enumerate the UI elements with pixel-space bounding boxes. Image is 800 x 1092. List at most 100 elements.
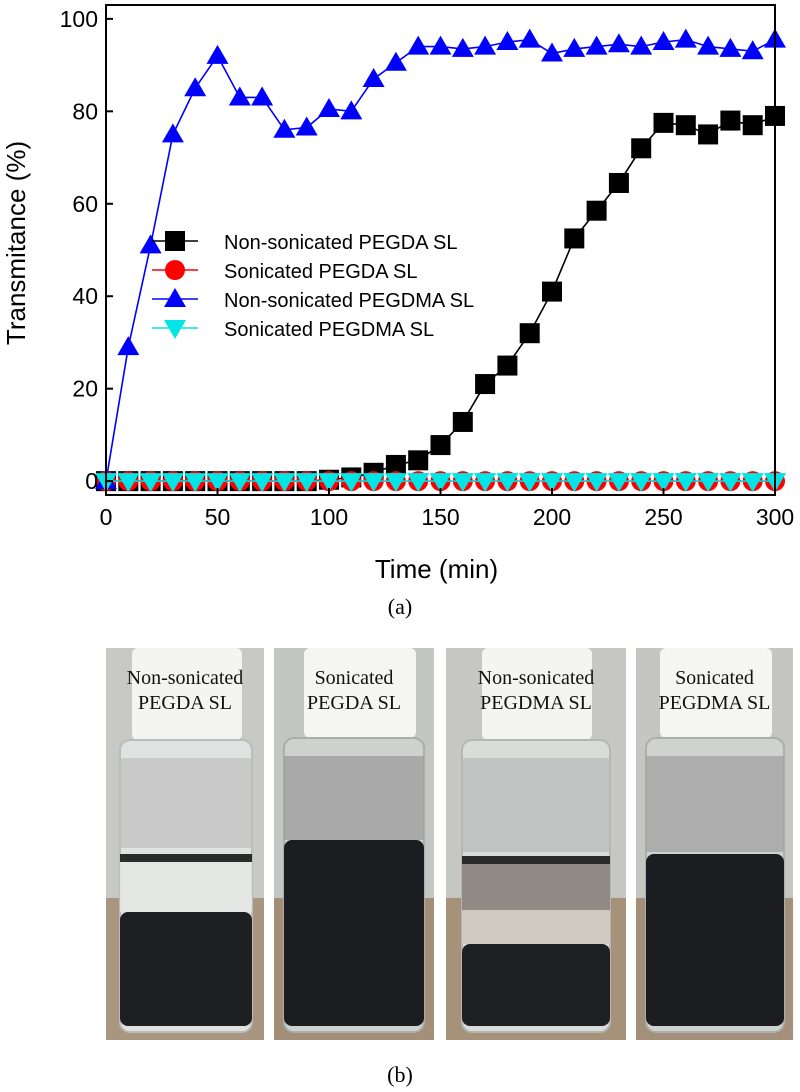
vial-photo-non-sonicated-pegdma: Non-sonicated PEGDMA SL — [446, 648, 626, 1040]
data-point-s0-29 — [742, 115, 763, 136]
y-tick-label-5: 100 — [60, 6, 98, 32]
data-point-s3-5 — [206, 473, 229, 493]
data-point-s0-24 — [631, 138, 652, 159]
data-point-s3-23 — [607, 473, 630, 493]
x-tick-label-6: 300 — [756, 504, 794, 530]
legend-marker-2 — [164, 288, 186, 307]
data-point-s3-14 — [407, 473, 430, 493]
data-point-s0-16 — [452, 411, 473, 432]
caption-a: (a) — [387, 594, 413, 619]
data-point-s2-9 — [295, 116, 318, 136]
y-tick-label-3: 60 — [72, 191, 98, 217]
data-point-s0-25 — [653, 112, 674, 133]
data-point-s0-19 — [519, 323, 540, 344]
data-point-s2-22 — [585, 35, 608, 55]
vial-label-line2: PEGDA SL — [307, 692, 401, 714]
x-tick-label-3: 150 — [421, 504, 459, 530]
data-point-s2-15 — [429, 35, 452, 55]
data-point-s2-2 — [139, 234, 162, 254]
vial-label: Sonicated PEGDA SL — [274, 666, 434, 716]
x-tick-label-5: 250 — [644, 504, 682, 530]
data-point-s2-12 — [362, 67, 385, 87]
data-point-s3-13 — [384, 473, 407, 493]
vial-picture — [274, 648, 434, 1040]
data-point-s3-29 — [741, 473, 764, 493]
data-point-s0-14 — [408, 450, 429, 471]
vial-label-line1: Non-sonicated — [126, 667, 244, 689]
data-point-s2-7 — [251, 86, 274, 106]
data-point-s3-21 — [563, 473, 586, 493]
data-point-s2-28 — [719, 37, 742, 57]
data-point-s2-17 — [474, 35, 497, 55]
y-tick-label-0: 0 — [85, 468, 98, 494]
data-point-s0-23 — [608, 172, 629, 193]
data-point-s2-23 — [607, 33, 630, 53]
data-point-s0-21 — [564, 228, 585, 249]
y-tick-label-4: 80 — [72, 98, 98, 124]
legend-label-3: Sonicated PEGDMA SL — [224, 319, 434, 341]
data-point-s3-9 — [295, 473, 318, 493]
data-point-s3-25 — [652, 473, 675, 493]
data-point-s2-25 — [652, 30, 675, 50]
data-point-s0-26 — [675, 115, 696, 136]
vial-picture — [636, 648, 793, 1040]
transmittance-chart: 0 50 100 150 200 250 300 0 20 40 60 80 100 Time (min)… — [1, 4, 794, 584]
data-point-s0-18 — [497, 355, 518, 376]
vial-label-line1: Sonicated — [314, 667, 394, 689]
data-point-s2-16 — [451, 37, 474, 57]
vial-photo-sonicated-pegda: Sonicated PEGDA SL — [274, 648, 434, 1040]
vial-label-line1: Sonicated — [675, 667, 754, 689]
data-point-s2-18 — [496, 30, 519, 50]
data-point-s2-6 — [228, 86, 251, 106]
x-axis-label: Time (min) — [375, 554, 498, 584]
data-point-s3-16 — [451, 473, 474, 493]
data-point-s2-11 — [340, 100, 363, 120]
data-point-s2-1 — [117, 336, 140, 356]
data-point-s0-15 — [430, 435, 451, 456]
data-point-s2-26 — [674, 28, 697, 48]
x-tick-label-0: 0 — [100, 504, 113, 530]
vial-picture — [106, 648, 264, 1040]
data-point-s3-17 — [474, 473, 497, 493]
data-point-s2-4 — [184, 77, 207, 97]
x-tick-label-4: 200 — [533, 504, 571, 530]
data-point-s2-14 — [407, 35, 430, 55]
vial-label-line2: PEGDA SL — [138, 692, 232, 714]
legend-label-2: Non-sonicated PEGDMA SL — [224, 290, 474, 312]
caption-b: (b) — [387, 1062, 413, 1087]
data-point-s3-2 — [139, 473, 162, 493]
data-point-s3-3 — [161, 473, 184, 493]
vial-label-line1: Non-sonicated — [477, 667, 595, 689]
data-point-s3-7 — [251, 473, 274, 493]
vial-label-line2: PEGDMA SL — [658, 692, 771, 714]
data-point-s3-12 — [362, 473, 385, 493]
vial-label: Sonicated PEGDMA SL — [636, 666, 793, 716]
series-line-2 — [105, 38, 776, 482]
plot-layer: 0 50 100 150 200 250 300 0 20 40 60 80 100 Time (min)… — [1, 4, 794, 584]
data-point-s3-1 — [117, 473, 140, 493]
data-point-s0-13 — [385, 454, 406, 475]
x-tick-label-2: 100 — [310, 504, 348, 530]
data-point-s0-22 — [586, 200, 607, 221]
legend-marker-0 — [165, 231, 185, 251]
data-point-s3-6 — [228, 473, 251, 493]
data-point-s2-29 — [741, 40, 764, 60]
data-point-s3-27 — [697, 473, 720, 493]
data-point-s2-5 — [206, 44, 229, 64]
data-point-s3-18 — [496, 473, 519, 493]
data-point-s2-20 — [541, 42, 563, 62]
data-point-s0-17 — [475, 374, 496, 395]
legend-marker-1 — [165, 260, 185, 280]
vial-photo-non-sonicated-pegda: Non-sonicated PEGDA SL — [106, 648, 264, 1040]
data-point-s0-20 — [542, 281, 562, 302]
data-point-s2-19 — [518, 28, 541, 48]
data-point-s3-11 — [340, 473, 363, 493]
vial-photo-row: Non-sonicated PEGDA SL Sonicated PEGDA S… — [106, 648, 793, 1040]
data-point-s2-8 — [273, 118, 296, 138]
vial-label: Non-sonicated PEGDA SL — [106, 666, 264, 716]
data-point-s2-13 — [384, 51, 407, 71]
data-point-s0-28 — [720, 110, 741, 131]
data-point-s3-22 — [585, 473, 608, 493]
data-point-s3-15 — [429, 473, 452, 493]
legend-label-1: Sonicated PEGDA SL — [224, 261, 417, 283]
